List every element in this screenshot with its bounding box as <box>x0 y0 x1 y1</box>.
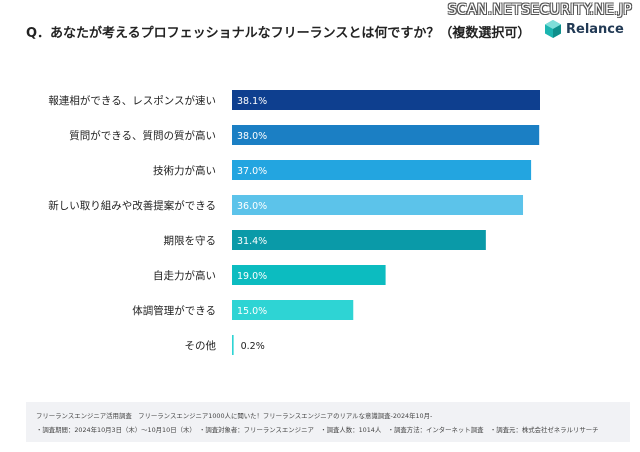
value-label: 19.0% <box>237 271 267 282</box>
footer-line-2: ・調査期間：2024年10月3日（木）〜10月10日（木） ・調査対象者：フリー… <box>36 426 599 434</box>
bar <box>232 90 540 110</box>
bar <box>232 230 486 250</box>
survey-footer: フリーランスエンジニア活用調査 フリーランスエンジニア1000人に聞いた！フリー… <box>26 402 630 442</box>
category-label: 技術力が高い <box>153 164 216 177</box>
category-label: その他 <box>185 339 217 352</box>
value-label: 31.4% <box>237 236 267 247</box>
value-label: 15.0% <box>237 306 267 317</box>
bar <box>232 195 524 215</box>
bar <box>232 300 354 320</box>
bar <box>232 160 532 180</box>
bar <box>232 265 386 285</box>
footer-line-1: フリーランスエンジニア活用調査 フリーランスエンジニア1000人に聞いた！フリー… <box>36 412 433 420</box>
category-label: 期限を守る <box>164 234 217 247</box>
category-label: 新しい取り組みや改善提案ができる <box>48 199 216 212</box>
category-label: 自走力が高い <box>153 269 216 282</box>
value-label: 38.0% <box>237 131 267 142</box>
value-label: 38.1% <box>237 96 267 107</box>
relance-logo: Relance <box>545 20 624 38</box>
relance-logo-text: Relance <box>566 21 624 37</box>
bar <box>232 335 234 355</box>
value-label: 36.0% <box>237 201 267 212</box>
category-label: 報連相ができる、レスポンスが速い <box>48 94 216 107</box>
value-label: 0.2% <box>241 341 265 352</box>
category-label: 質問ができる、質問の質が高い <box>69 129 216 142</box>
watermark: SCAN.NETSECURITY.NE.JP <box>447 2 632 18</box>
relance-logo-icon <box>545 20 561 38</box>
bar <box>232 125 540 145</box>
value-label: 37.0% <box>237 166 267 177</box>
category-label: 体調管理ができる <box>132 304 216 317</box>
bar-chart: 報連相ができる、レスポンスが速い 38.1% 質問ができる、質問の質が高い 38.0%… <box>48 90 540 355</box>
question-title: Q．あなたが考えるプロフェッショナルなフリーランスとは何ですか？（複数選択可） <box>26 26 531 41</box>
